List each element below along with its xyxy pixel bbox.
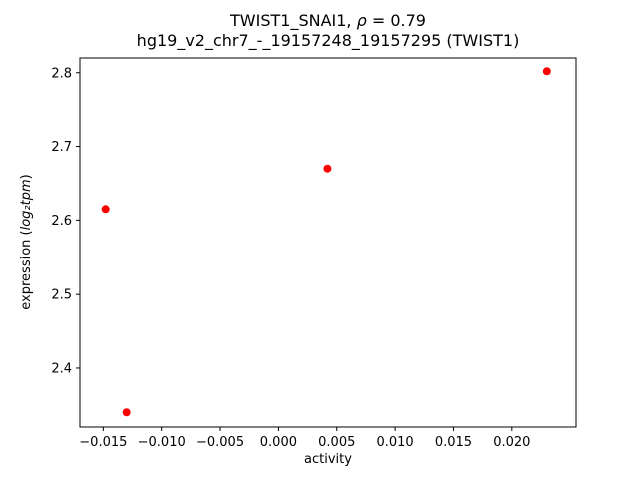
x-tick-label: 0.020 xyxy=(493,435,530,450)
data-point xyxy=(122,408,131,417)
x-tick-label: 0.000 xyxy=(260,435,297,450)
y-tick-label: 2.5 xyxy=(51,288,72,303)
chart-title-line2: hg19_v2_chr7_-_19157248_19157295 (TWIST1… xyxy=(137,31,520,51)
x-tick-label: 0.015 xyxy=(435,435,472,450)
x-axis-label: activity xyxy=(304,452,352,467)
x-tick-label: −0.015 xyxy=(79,435,127,450)
chart-title-line1: TWIST1_SNAI1, ρ = 0.79 xyxy=(229,11,426,31)
y-tick-label: 2.6 xyxy=(51,214,72,229)
data-point xyxy=(101,205,110,214)
x-tick-label: −0.005 xyxy=(196,435,244,450)
y-tick-label: 2.4 xyxy=(51,361,72,376)
y-tick-label: 2.8 xyxy=(51,66,72,81)
y-axis-label: expression (log₂tpm) xyxy=(19,174,34,309)
data-point xyxy=(542,67,551,76)
x-tick-label: −0.010 xyxy=(138,435,186,450)
axes-border xyxy=(79,57,577,428)
data-point xyxy=(323,164,332,173)
y-tick-label: 2.7 xyxy=(51,140,72,155)
x-tick-label: 0.005 xyxy=(318,435,355,450)
x-tick-label: 0.010 xyxy=(376,435,413,450)
